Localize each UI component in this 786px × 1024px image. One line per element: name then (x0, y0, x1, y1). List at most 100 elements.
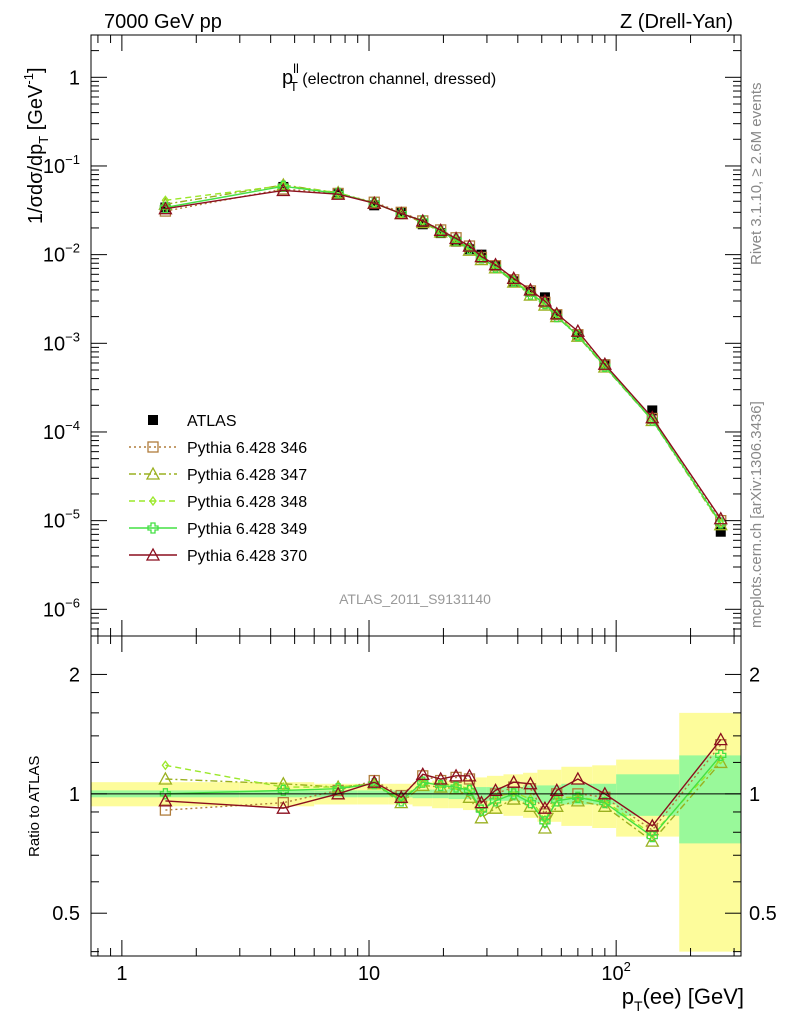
ratio-point-p347 (506, 791, 521, 805)
main-point-ATLAS (160, 202, 171, 213)
main-point-p349 (277, 180, 289, 192)
main-y-axis-label: 1/σdσ/dpT [GeV-1] (21, 67, 51, 224)
panel-title-sub: T (290, 79, 298, 94)
main-y-tick-base: 10 (43, 333, 65, 355)
ratio-point-p349 (715, 749, 727, 762)
main-y-tick-exp: −2 (65, 241, 80, 256)
ratio-y-tick-label: 0.5 (52, 903, 80, 925)
ratio-line-p349 (165, 754, 722, 838)
legend-marker-p346 (147, 441, 159, 453)
main-y-tick-base: 10 (43, 245, 65, 267)
main-point-p370 (448, 231, 464, 245)
rivet-label: Rivet 3.1.10, ≥ 2.6M events (748, 83, 765, 266)
legend-marker-p348 (149, 495, 157, 507)
main-point-p370 (488, 257, 503, 271)
analysis-watermark: ATLAS_2011_S9131140 (339, 591, 491, 607)
ratio-point-p370 (448, 768, 464, 782)
header-right: Z (Drell-Yan) (620, 11, 733, 33)
ratio-point-p370 (506, 774, 521, 788)
main-series-layer (158, 177, 728, 537)
main-point-p370 (367, 195, 382, 209)
ratio-point-p370 (523, 776, 538, 790)
ratio-point-p349 (508, 788, 520, 800)
main-point-p347 (462, 242, 477, 256)
ratio-point-p349 (395, 795, 407, 807)
panel-title-rest: (electron channel, dressed) (298, 71, 496, 88)
main-y-label-unit-end: ] (25, 67, 47, 73)
main-point-p370 (537, 293, 553, 307)
ratio-point-p370 (367, 774, 382, 788)
main-point-p370 (570, 323, 585, 337)
main-point-p349 (435, 225, 447, 238)
x-tick-label-exp: 2 (624, 959, 631, 974)
stat-uncertainty-band (616, 774, 680, 816)
main-point-ATLAS (715, 526, 726, 537)
ratio-point-p348 (574, 792, 582, 803)
ratio-point-p370 (462, 768, 477, 782)
main-point-ATLAS (435, 228, 446, 239)
ratio-series-layer (158, 732, 728, 847)
ratio-point-p347 (462, 789, 477, 803)
ratio-point-p349 (277, 784, 289, 797)
main-point-p370 (433, 222, 448, 236)
x-tick-label: 102 (601, 959, 630, 985)
ratio-point-p346 (159, 804, 172, 816)
main-line-p370 (165, 189, 722, 520)
legend-label-p347: Pythia 6.428 347 (187, 467, 307, 484)
ratio-point-p347 (645, 833, 660, 847)
main-point-p370 (462, 238, 477, 252)
ratio-point-p349 (572, 791, 584, 803)
ratio-point-p347 (474, 810, 489, 824)
legend-label-p346: Pythia 6.428 346 (187, 440, 307, 457)
ratio-point-p349 (539, 816, 551, 828)
ratio-y-tick-label-right: 0.5 (749, 903, 777, 925)
ratio-point-p347 (488, 800, 503, 814)
main-point-p349 (489, 261, 502, 273)
main-y-tick-exp: −3 (65, 329, 80, 344)
ratio-point-p348 (161, 760, 170, 771)
main-point-p370 (331, 186, 346, 200)
ratio-point-p347 (570, 793, 585, 807)
main-point-p370 (597, 356, 612, 370)
main-y-tick-label: 10−1 (43, 152, 80, 178)
main-y-tick-exp: −6 (65, 595, 80, 610)
ratio-y-axis-label: Ratio to ATLAS (26, 756, 43, 857)
stat-uncertainty-band (679, 755, 741, 844)
main-y-label-unit: [GeV (25, 84, 47, 136)
main-y-tick-label: 10−3 (43, 329, 80, 355)
main-point-p370 (523, 282, 538, 296)
main-y-tick-base: 10 (43, 599, 65, 621)
panel-title: pll T (electron channel, dressed) (282, 61, 496, 94)
ratio-y-tick-label-right: 1 (749, 784, 760, 806)
main-point-p349 (599, 360, 611, 372)
ratio-line-p370 (165, 739, 722, 827)
ratio-point-p349 (450, 781, 462, 793)
main-point-p348 (161, 195, 170, 206)
ratio-y-tick-label-right: 2 (749, 664, 760, 686)
main-point-p349 (450, 234, 462, 246)
x-label-p: p (622, 984, 634, 1009)
main-y-tick-label: 1 (69, 67, 80, 89)
legend-marker-p349 (147, 522, 159, 534)
main-point-p349 (475, 252, 488, 264)
main-point-p349 (539, 298, 551, 310)
ratio-y-tick-label: 1 (69, 784, 80, 806)
main-point-p370 (645, 410, 660, 424)
legend-label-p348: Pythia 6.428 348 (187, 494, 307, 511)
main-y-tick-label: 10−4 (43, 418, 80, 444)
main-point-p349 (463, 242, 476, 255)
legend-marker-p370 (145, 547, 161, 561)
legend-label-ATLAS: ATLAS (187, 413, 237, 430)
ratio-point-p370 (394, 789, 409, 803)
main-point-p370 (415, 213, 430, 227)
main-y-tick-label: 10−6 (43, 595, 80, 621)
main-y-tick-exp: −4 (65, 418, 80, 433)
ratio-point-p348 (418, 777, 427, 788)
main-point-p370 (394, 206, 409, 220)
ratio-point-p370 (158, 793, 173, 807)
main-point-p370 (474, 249, 489, 263)
ratio-y-tick-label: 2 (69, 664, 80, 686)
panel-title-sup: ll (293, 61, 299, 76)
main-point-ATLAS (369, 200, 380, 211)
